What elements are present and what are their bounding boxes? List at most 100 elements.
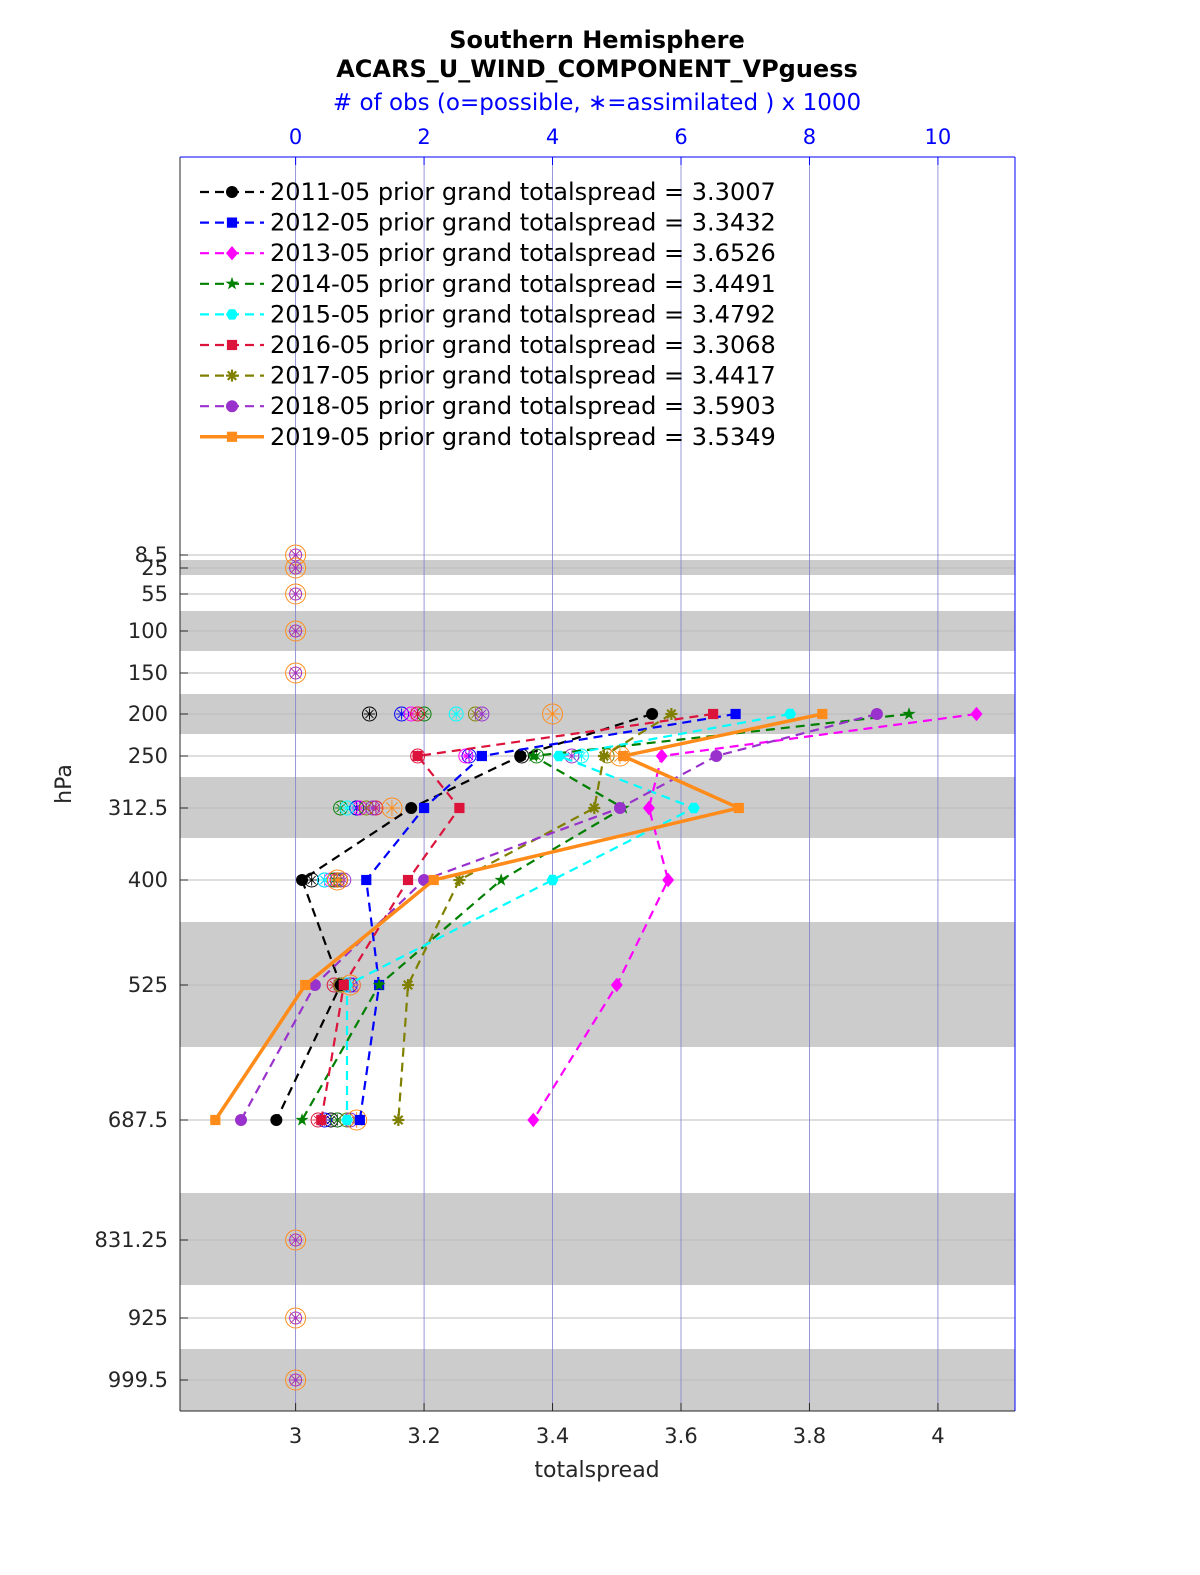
obs-assimilated-star (406, 709, 416, 719)
obs-count-marker (352, 800, 368, 816)
data-point (902, 707, 916, 720)
x-axis-label: totalspread (534, 1458, 659, 1483)
obs-count-marker (448, 706, 464, 722)
obs-possible-ring (289, 666, 303, 680)
data-point (402, 979, 415, 991)
obs-count-marker (289, 1233, 303, 1247)
data-point (338, 979, 349, 991)
data-point (270, 1114, 283, 1126)
obs-possible-ring (339, 800, 355, 816)
obs-count-marker (542, 703, 564, 725)
obs-possible-ring (289, 1373, 303, 1387)
obs-possible-ring (542, 703, 564, 725)
data-point (526, 749, 540, 762)
obs-possible-ring (289, 1311, 303, 1325)
series-line-4 (345, 712, 791, 1120)
y-tick-label: 831.25 (95, 1228, 168, 1252)
data-point (476, 750, 487, 762)
obs-assimilated-star (477, 709, 487, 719)
obs-assimilated-star (291, 627, 300, 635)
obs-assimilated-star (419, 709, 429, 719)
obs-assimilated-star (291, 551, 300, 559)
legend-marker (226, 217, 238, 228)
marker-stroke (393, 1114, 404, 1126)
data-point (405, 802, 418, 814)
marker-stroke (589, 802, 600, 814)
obs-assimilated-star (451, 709, 461, 719)
x-tick-label: 3.8 (793, 1424, 826, 1448)
legend-marker (226, 431, 238, 442)
legend-entry: 2012-05 prior grand totalspread = 3.3432 (270, 209, 776, 237)
data-point (316, 1114, 327, 1126)
top-tick-label: 4 (546, 125, 559, 149)
obs-count-marker (289, 666, 303, 680)
obs-possible-ring (285, 1307, 307, 1329)
series-line-7 (240, 712, 878, 1121)
data-point (733, 802, 744, 814)
y-tick-label: 400 (128, 868, 168, 892)
data-point (613, 802, 626, 814)
y-tick-label: 200 (128, 702, 168, 726)
obs-assimilated-star (336, 803, 345, 813)
obs-possible-ring (528, 748, 544, 764)
data-point (642, 800, 655, 816)
obs-possible-ring (448, 706, 464, 722)
marker-stroke (226, 370, 238, 381)
data-point (687, 802, 700, 814)
data-point (418, 874, 431, 886)
y-tick-label: 55 (141, 582, 168, 606)
legend-marker (226, 339, 238, 351)
series-line-8 (213, 712, 823, 1121)
chart-title: Southern Hemisphere (449, 26, 745, 54)
obs-count-marker (361, 706, 377, 722)
data-point (418, 802, 430, 814)
obs-possible-ring (285, 557, 307, 579)
obs-assimilated-star (291, 1236, 300, 1244)
obs-possible-ring (285, 662, 307, 684)
y-tick-label: 8.5 (135, 543, 168, 567)
legend-entry: 2015-05 prior grand totalspread = 3.4792 (270, 300, 776, 328)
data-point (655, 748, 668, 764)
y-tick-label: 25 (141, 556, 168, 580)
data-point (296, 874, 309, 886)
obs-possible-ring (474, 706, 490, 722)
obs-assimilated-star (471, 709, 480, 719)
obs-possible-ring (365, 800, 381, 816)
y-tick-label: 687.5 (108, 1108, 168, 1132)
legend-entry: 2017-05 prior grand totalspread = 3.4417 (270, 362, 776, 390)
obs-assimilated-star (291, 1314, 300, 1322)
x-tick-label: 4 (931, 1424, 944, 1448)
legend-marker (226, 186, 238, 198)
data-point (341, 1114, 353, 1126)
marker-stroke (598, 750, 609, 762)
data-point (514, 750, 527, 762)
obs-assimilated-star (385, 802, 398, 814)
obs-assimilated-star (461, 751, 471, 761)
obs-count-marker (289, 1373, 303, 1387)
legend-marker (226, 369, 238, 382)
data-point (784, 708, 797, 720)
data-point (618, 750, 629, 762)
obs-assimilated-star (368, 803, 377, 813)
series-line-1 (358, 712, 736, 1121)
obs-assimilated-star (413, 709, 422, 719)
y-tick-label: 250 (128, 744, 168, 768)
obs-possible-ring (289, 1233, 303, 1247)
legend-marker (226, 246, 238, 261)
data-point (361, 874, 372, 886)
series-line-0 (275, 712, 653, 1121)
obs-possible-ring (289, 587, 303, 601)
data-point (354, 1114, 365, 1126)
data-point (665, 708, 678, 720)
x-tick-label: 3.4 (536, 1424, 569, 1448)
data-point (308, 979, 321, 991)
y-axis-label: hPa (52, 764, 77, 804)
legend-entry: 2011-05 prior grand totalspread = 3.3007 (270, 178, 776, 206)
obs-assimilated-star (342, 803, 352, 813)
obs-assimilated-star (567, 751, 577, 761)
data-point (970, 706, 983, 722)
obs-assimilated-star (320, 875, 329, 885)
data-point (210, 1114, 221, 1126)
y-tick-label: 999.5 (108, 1368, 168, 1392)
